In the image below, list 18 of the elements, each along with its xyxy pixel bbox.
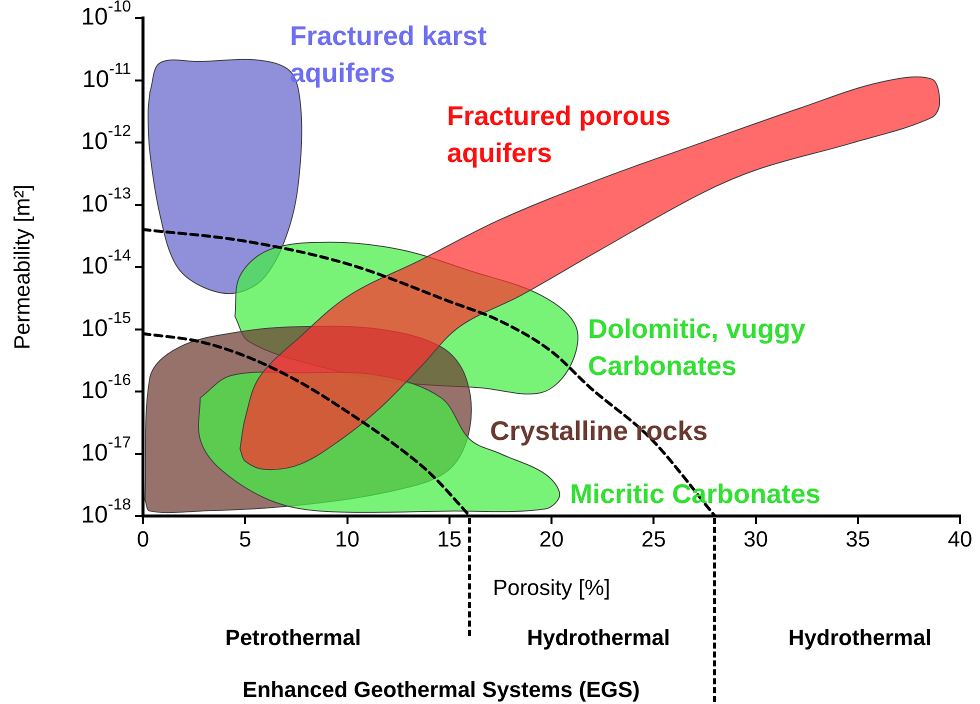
text: Petrothermal bbox=[225, 625, 361, 650]
series-label: Fractured karst aquifers bbox=[290, 21, 487, 88]
x-tick-label: 5 bbox=[239, 526, 252, 552]
x-tick-label: 40 bbox=[948, 526, 972, 552]
x-tick-label: 0 bbox=[136, 526, 150, 552]
y-axis-title: Permeability [m²] bbox=[9, 184, 34, 350]
x-tick-label: 10 bbox=[335, 526, 360, 552]
x-tick-label: 35 bbox=[846, 526, 870, 552]
x-tick-label: 30 bbox=[744, 526, 768, 552]
text: Hydrothermal bbox=[788, 625, 932, 650]
x-tick-label: 25 bbox=[641, 526, 666, 552]
x-tick-label: 20 bbox=[539, 526, 564, 552]
series-label: Fractured porous aquifers bbox=[447, 101, 671, 168]
series-label: Dolomitic, vuggy Carbonates bbox=[588, 314, 806, 381]
text: Hydrothermal bbox=[526, 625, 670, 650]
text: Enhanced Geothermal Systems (EGS) bbox=[242, 677, 640, 702]
x-axis-title: Porosity [%] bbox=[492, 574, 610, 600]
x-tick-label: 15 bbox=[437, 526, 462, 552]
